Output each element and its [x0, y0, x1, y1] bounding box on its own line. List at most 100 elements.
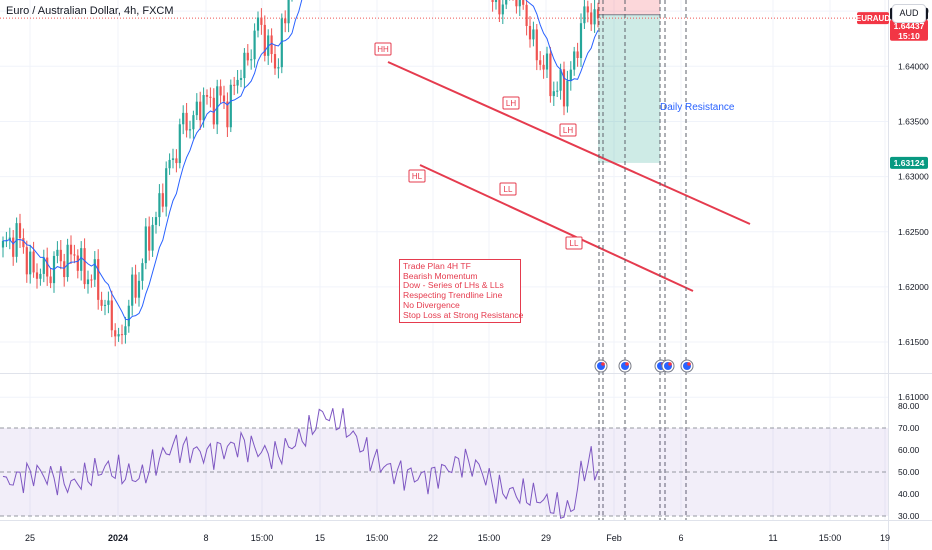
- candle: [5, 231, 8, 248]
- ma-line: [2, 0, 599, 321]
- candle: [542, 55, 545, 79]
- trendlines[interactable]: [387, 61, 751, 292]
- trade-plan-line: Respecting Trendline Line: [403, 290, 503, 301]
- candle: [80, 241, 83, 281]
- last-price-tag-text: 1.64437: [894, 21, 925, 31]
- candle-body: [188, 129, 192, 131]
- candle-body: [270, 35, 273, 55]
- candle: [182, 105, 185, 135]
- candle: [562, 61, 566, 116]
- candle: [552, 81, 555, 106]
- rsi-tick-label: 40.00: [898, 489, 920, 499]
- swing-label: HL: [408, 169, 426, 183]
- moving-average-line: [2, 0, 599, 321]
- swing-label-text: LL: [570, 239, 579, 248]
- candle: [35, 263, 39, 289]
- candle: [556, 81, 559, 98]
- trade-zones: [0, 0, 888, 163]
- event-lines: [598, 0, 687, 520]
- candle-body: [552, 91, 555, 97]
- candle-body: [539, 60, 542, 65]
- candle-body: [178, 124, 181, 164]
- price-axis[interactable]: 1.670001.665001.660001.655001.650001.645…: [898, 0, 929, 402]
- candle-body: [222, 95, 226, 102]
- candle-body: [42, 257, 45, 274]
- candle-body: [1, 240, 5, 248]
- candle-body: [93, 259, 96, 280]
- candle-body: [59, 249, 62, 262]
- time-tick-label: 11: [768, 533, 777, 543]
- lower-trendline[interactable]: [419, 164, 694, 292]
- candle: [576, 42, 579, 67]
- time-axis[interactable]: 25 2024 8 15:00 15 15:00 22 15:00 29 Feb 6 11 15:00 1…: [25, 533, 890, 543]
- swing-label: HH: [374, 42, 392, 56]
- candle-body: [562, 69, 566, 107]
- candle: [583, 0, 586, 30]
- upper-trendline[interactable]: [387, 61, 751, 225]
- candle-body: [86, 279, 90, 285]
- candle-body: [171, 158, 175, 160]
- candle: [535, 24, 538, 71]
- target-price-tag-text: 1.63124: [894, 158, 925, 168]
- currency-button[interactable]: AUD: [892, 4, 926, 23]
- candle: [256, 11, 260, 38]
- time-tick-label: 15: [315, 533, 325, 543]
- candle-body: [66, 244, 69, 278]
- candle: [212, 88, 215, 129]
- candle-body: [110, 300, 113, 331]
- candle: [243, 48, 246, 88]
- candle: [171, 148, 175, 169]
- candle: [29, 244, 32, 284]
- candle-body: [182, 112, 185, 125]
- event-icons[interactable]: [594, 359, 694, 373]
- economic-event-icon[interactable]: [594, 359, 608, 373]
- candle-body: [542, 64, 545, 70]
- candle: [107, 291, 110, 314]
- economic-event-icon[interactable]: [661, 359, 675, 373]
- trade-plan-line: Dow - Series of LHs & LLs: [403, 280, 504, 291]
- candle-body: [263, 24, 266, 56]
- economic-event-icon[interactable]: [618, 359, 632, 373]
- candle: [192, 110, 195, 139]
- candle: [233, 76, 236, 96]
- candle: [590, 3, 593, 31]
- candle-body: [236, 79, 239, 86]
- candle: [270, 28, 273, 63]
- candle-body: [114, 330, 117, 337]
- candle-body: [12, 237, 15, 257]
- candle: [505, 0, 508, 10]
- candle: [512, 0, 514, 1]
- time-tick-label: Feb: [606, 533, 622, 543]
- rsi-panel[interactable]: [0, 408, 888, 519]
- candle: [117, 327, 120, 342]
- swing-label: LL: [565, 236, 583, 250]
- candle: [494, 0, 498, 10]
- candle-body: [148, 226, 151, 251]
- trade-plan-line: Bearish Momentum: [403, 270, 478, 281]
- candle: [69, 235, 73, 265]
- candle-body: [205, 95, 209, 97]
- candle-body: [73, 254, 76, 256]
- candle-body: [46, 257, 49, 277]
- candle: [59, 240, 62, 270]
- swing-label-box: [408, 169, 426, 183]
- economic-event-icon[interactable]: [680, 359, 694, 373]
- candle-body: [505, 0, 508, 5]
- candle: [83, 238, 86, 289]
- candle: [46, 247, 49, 286]
- candle-body: [522, 0, 525, 5]
- candle: [596, 2, 600, 28]
- candle: [127, 299, 130, 333]
- candle-body: [80, 248, 83, 271]
- candle: [528, 16, 532, 48]
- candle: [120, 324, 124, 345]
- candle: [498, 0, 501, 23]
- candle: [124, 316, 127, 344]
- candle-body: [229, 84, 232, 128]
- candle-body: [535, 29, 538, 61]
- candle: [18, 213, 22, 249]
- candle-body: [209, 96, 212, 98]
- candle: [185, 102, 188, 138]
- candle: [90, 274, 93, 288]
